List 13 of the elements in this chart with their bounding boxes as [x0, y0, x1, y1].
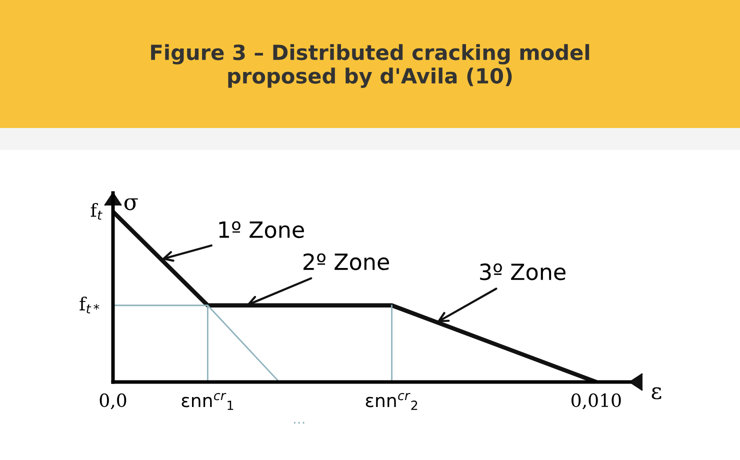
annotation: 3º Zone [480, 263, 566, 280]
annotation: εnn$^{cr}$$_{2}$ [366, 392, 418, 410]
annotation: f$_{t*}$ [80, 296, 100, 314]
x-axis-title: ε [652, 387, 662, 400]
annotation: 1º Zone [219, 221, 304, 238]
annotation: 2º Zone [304, 253, 389, 270]
y-axis-title: σ [124, 198, 138, 210]
x-tick-label: 0,010 [572, 393, 621, 410]
x-tick-label: 0,0 [100, 393, 126, 410]
chart-title: Figure 3 – Distributed cracking model proposed by d'Avila (10) [151, 44, 590, 88]
annotation: εnn$^{cr}$$_{1}$ [182, 392, 234, 410]
annotation: f$_{t}$ [90, 202, 102, 220]
text: ... [294, 422, 304, 424]
